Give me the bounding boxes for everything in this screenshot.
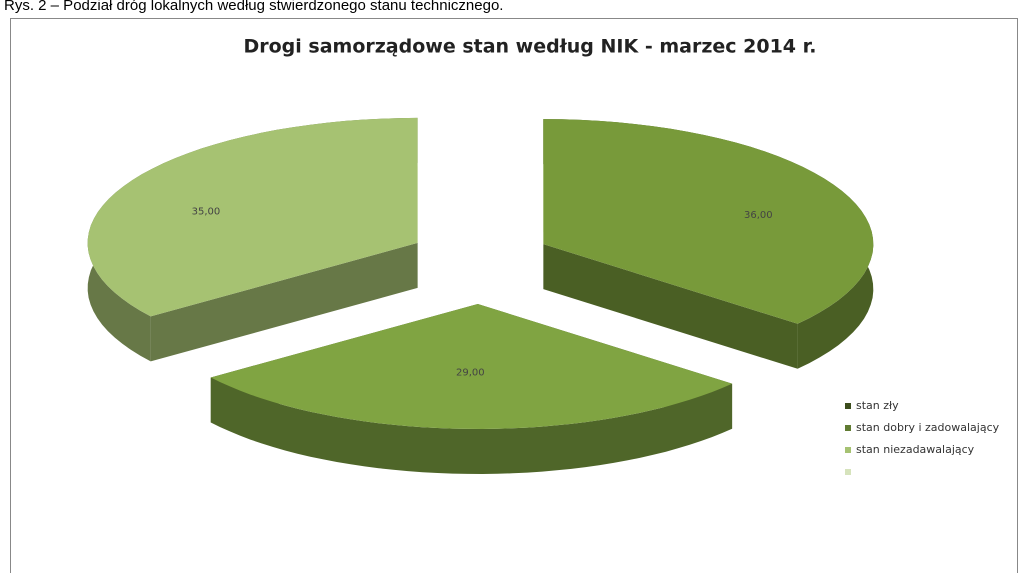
legend-marker [845, 447, 851, 453]
slice-side [543, 244, 798, 369]
legend-marker [845, 403, 851, 409]
legend-label: stan niezadawalający [856, 443, 975, 456]
slice-side [210, 377, 733, 474]
slice-side [150, 242, 418, 362]
pie-slice [87, 117, 418, 317]
data-label: 36,00 [744, 210, 773, 221]
chart-title: Drogi samorządowe stan według NIK - marz… [243, 36, 816, 58]
legend-marker [845, 469, 851, 475]
legend-label: stan dobry i zadowalający [856, 421, 1000, 434]
data-label: 29,00 [456, 368, 485, 379]
data-label: 35,00 [192, 207, 221, 218]
pie-slice [543, 119, 874, 324]
caption: Rys. 2 – Podział dróg lokalnych według s… [4, 0, 503, 14]
legend-marker [845, 425, 851, 431]
legend-label: stan zły [856, 399, 899, 412]
pie-slice [210, 303, 733, 429]
